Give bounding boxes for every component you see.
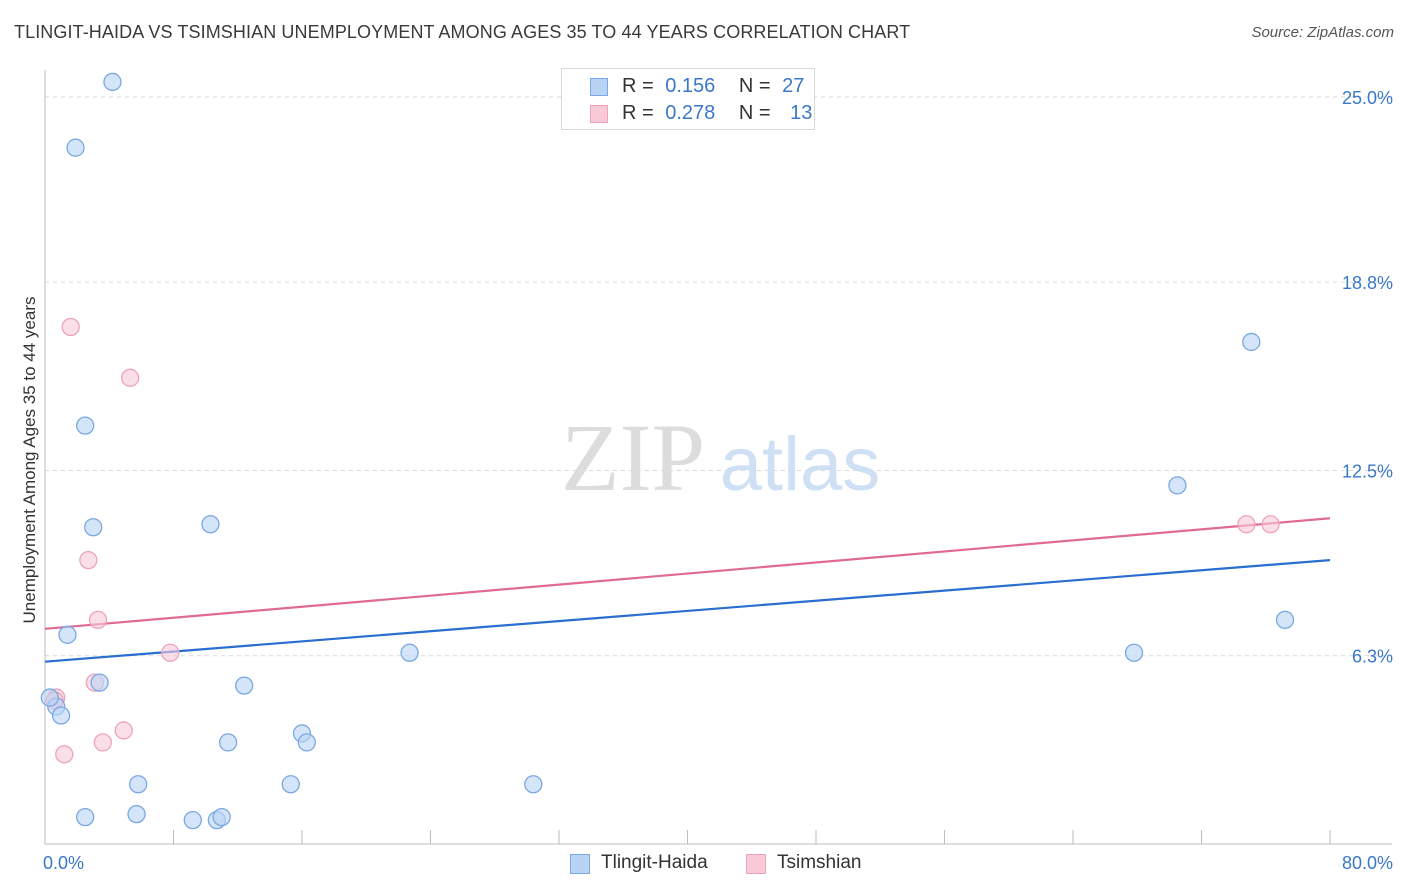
legend-swatch-blue (570, 854, 590, 874)
watermark-zip: ZIP (561, 404, 705, 511)
point-tlingit-haida-17 (76, 807, 95, 827)
watermark: ZIP atlas (561, 404, 880, 511)
point-tlingit-haida-22 (40, 688, 59, 707)
point-tlingit-haida-12 (297, 733, 316, 752)
point-tlingit-haida-0 (103, 72, 122, 92)
trend-line-tsimshian (44, 517, 1331, 630)
point-tsimshian-0 (61, 317, 80, 337)
point-tlingit-haida-23 (1168, 476, 1187, 495)
point-tlingit-haida-21 (212, 807, 231, 827)
y-tick-label-3: 25.0% (1342, 88, 1393, 108)
point-tlingit-haida-15 (281, 775, 300, 794)
point-tlingit-haida-1 (66, 138, 85, 157)
point-tlingit-haida-8 (51, 706, 71, 725)
axes (44, 70, 1392, 845)
y-axis-label: Unemployment Among Ages 35 to 44 years (20, 296, 39, 624)
trend-lines (44, 517, 1331, 663)
y-tick-label-0: 6.3% (1352, 647, 1393, 667)
legend-n-label: N = (738, 102, 771, 124)
y-axis-label-wrap: Unemployment Among Ages 35 to 44 years (16, 270, 44, 650)
data-points (40, 72, 1295, 830)
point-tlingit-haida-16 (524, 775, 543, 794)
grid-lines (45, 96, 1392, 657)
point-tsimshian-8 (93, 733, 112, 752)
legend-r-label: R = (622, 75, 654, 97)
legend-r-label: R = (622, 102, 654, 124)
source-label: Source: ZipAtlas.com (1251, 24, 1394, 41)
point-tsimshian-4 (161, 643, 180, 662)
point-tlingit-haida-18 (127, 804, 146, 824)
y-tick-label-2: 18.8% (1342, 273, 1393, 293)
legend-label-tlingit-haida: Tlingit-Haida (601, 852, 708, 873)
legend-r-value: 0.156 (665, 75, 716, 97)
tick-labels: 6.3% 12.5% 18.8% 25.0% 0.0% 80.0% (43, 88, 1393, 873)
legend-n-label: N = (738, 75, 771, 97)
legend-label-tsimshian: Tsimshian (777, 852, 862, 873)
point-tsimshian-1 (120, 368, 140, 387)
point-tsimshian-2 (79, 550, 98, 570)
point-tlingit-haida-3 (84, 518, 103, 537)
trend-line-tlingit-haida (44, 559, 1331, 663)
x-tick-label-max: 80.0% (1342, 853, 1393, 873)
point-tsimshian-7 (55, 745, 74, 764)
point-tsimshian-10 (1237, 515, 1256, 534)
legend-swatch-pink (746, 854, 766, 874)
legend-swatch-blue (590, 78, 608, 96)
x-tick-label-min: 0.0% (43, 853, 84, 873)
point-tlingit-haida-5 (58, 625, 77, 644)
point-tlingit-haida-14 (129, 775, 148, 794)
point-tlingit-haida-13 (218, 733, 238, 752)
point-tlingit-haida-24 (1124, 643, 1144, 662)
point-tsimshian-9 (114, 721, 133, 740)
point-tlingit-haida-25 (1242, 332, 1261, 352)
point-tlingit-haida-6 (90, 673, 109, 692)
legend-swatch-pink (590, 105, 608, 123)
point-tlingit-haida-19 (183, 810, 202, 830)
point-tlingit-haida-2 (76, 416, 95, 435)
point-tlingit-haida-26 (1275, 610, 1295, 630)
point-tlingit-haida-4 (201, 515, 220, 534)
stats-legend: R = 0.156 N = 27 R = 0.278 N = 13 (561, 68, 815, 130)
legend-r-value: 0.278 (665, 102, 716, 124)
point-tsimshian-3 (88, 610, 108, 630)
point-tlingit-haida-10 (400, 643, 419, 662)
legend-n-value: 13 (790, 102, 813, 124)
point-tsimshian-11 (1261, 515, 1280, 534)
legend-n-value: 27 (782, 75, 805, 97)
chart-title: TLINGIT-HAIDA VS TSIMSHIAN UNEMPLOYMENT … (14, 22, 911, 42)
y-tick-label-1: 12.5% (1342, 461, 1393, 481)
watermark-atlas: atlas (720, 422, 881, 507)
point-tlingit-haida-9 (235, 676, 254, 695)
